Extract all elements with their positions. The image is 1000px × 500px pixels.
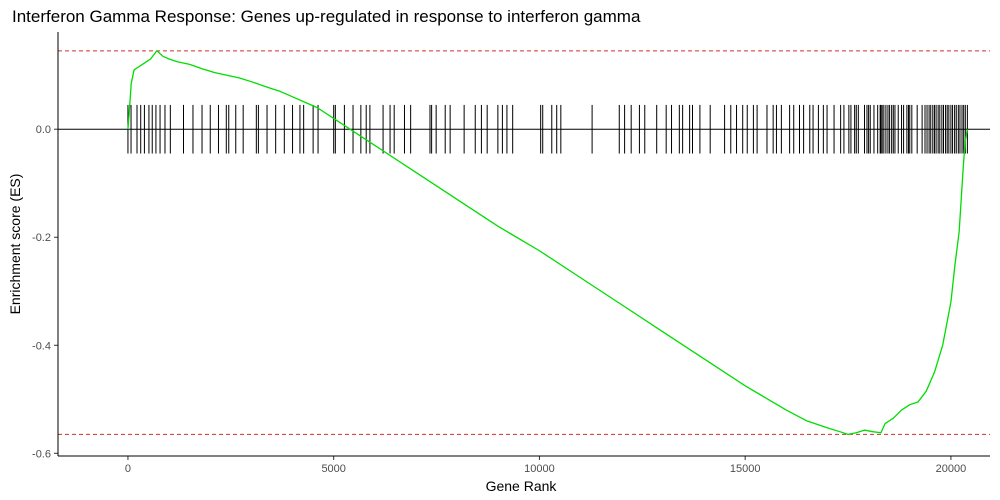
x-tick-label-1: 5000 bbox=[321, 463, 345, 475]
series-layer bbox=[127, 50, 969, 436]
x-tick-label-3: 15000 bbox=[730, 463, 761, 475]
axes: 0 5000 10000 15000 20000 -0.6 -0.4 -0.2 0.0 bbox=[32, 32, 990, 475]
x-tick-label-4: 20000 bbox=[936, 463, 967, 475]
x-tick-label-0: 0 bbox=[125, 463, 131, 475]
x-axis-title: Gene Rank bbox=[486, 478, 558, 494]
y-tick-label-1: -0.4 bbox=[32, 340, 51, 352]
plot-panel bbox=[58, 32, 990, 456]
enrichment-score-line-0 bbox=[127, 50, 969, 436]
y-axis-ticks: -0.6 -0.4 -0.2 0.0 bbox=[32, 124, 58, 460]
y-tick-label-2: -0.2 bbox=[32, 232, 51, 244]
x-axis-ticks: 0 5000 10000 15000 20000 bbox=[125, 456, 966, 475]
y-tick-label-3: 0.0 bbox=[36, 124, 51, 136]
y-axis-title: Enrichment score (ES) bbox=[7, 174, 23, 315]
y-tick-label-0: -0.6 bbox=[32, 448, 51, 460]
panel-background bbox=[58, 32, 990, 456]
chart-title: Interferon Gamma Response: Genes up-regu… bbox=[12, 7, 641, 26]
x-tick-label-2: 10000 bbox=[524, 463, 555, 475]
reference-lines bbox=[58, 50, 990, 435]
